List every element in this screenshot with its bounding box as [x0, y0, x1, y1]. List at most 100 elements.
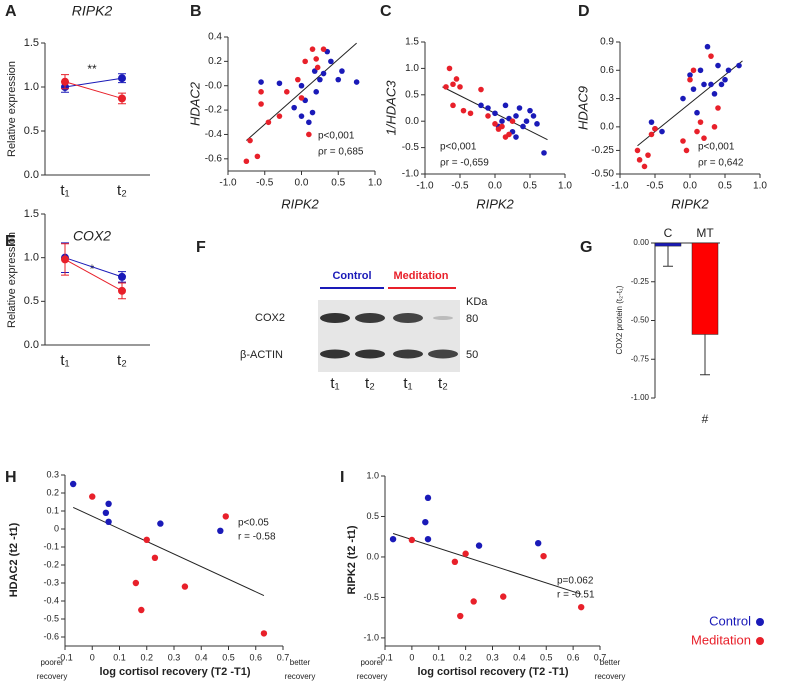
point — [467, 110, 474, 117]
point — [317, 76, 323, 83]
point — [648, 131, 655, 138]
y-tick-label: 1.0 — [24, 252, 39, 264]
x-tick-label: t₂ — [117, 182, 127, 199]
point — [652, 125, 658, 132]
point — [478, 102, 484, 109]
point — [118, 94, 126, 103]
y-axis-label: HDAC2 (t2 -t1) — [8, 522, 20, 597]
x-tick-label: t₁ — [60, 182, 69, 199]
point — [680, 138, 686, 144]
point — [722, 76, 728, 83]
panel: G COX2 protein (t₂-t₁) 0.00 -0.25 -0.50 -0.75… — [580, 226, 720, 426]
y-tick-label: -0.1 — [43, 541, 59, 551]
x-tick-label: 0.0 — [488, 181, 502, 192]
y-axis-label: Relative expression — [6, 232, 18, 328]
axis-note: recovery — [357, 672, 388, 681]
annotation: p<0,001 — [318, 131, 355, 142]
point — [143, 536, 150, 543]
annotation: r = -0.51 — [557, 590, 595, 601]
x-tick-label: 0.5 — [222, 652, 235, 662]
group-label: Control — [332, 270, 371, 282]
point — [105, 518, 112, 525]
annotation: p=0.062 — [557, 576, 594, 587]
y-axis-label: COX2 protein (t₂-t₁) — [615, 285, 624, 354]
series-line — [64, 77, 123, 88]
point — [309, 109, 316, 116]
annotation: * — [90, 262, 95, 276]
point — [520, 123, 526, 130]
y-tick-label: 1.5 — [24, 37, 39, 49]
point — [715, 105, 721, 111]
point — [314, 64, 321, 71]
x-tick-label: 0.2 — [459, 652, 472, 662]
point — [295, 76, 301, 83]
point — [492, 121, 498, 127]
point — [697, 67, 704, 74]
point — [446, 65, 453, 72]
series-line — [64, 257, 123, 278]
y-tick-label: 0.0 — [600, 121, 614, 132]
point — [492, 110, 498, 117]
point — [453, 76, 460, 82]
y-tick-label: -0.5 — [402, 142, 420, 153]
point — [309, 46, 316, 52]
point — [422, 518, 429, 526]
panel-label: A — [5, 3, 17, 20]
legend-label: Control — [709, 613, 751, 628]
point — [690, 67, 697, 74]
point — [540, 552, 547, 560]
point — [475, 542, 483, 549]
point — [708, 53, 714, 59]
axis-note: recovery — [595, 672, 626, 681]
point — [687, 72, 693, 78]
x-tick-label: 0.4 — [195, 652, 208, 662]
x-tick-label: 0.7 — [594, 652, 607, 662]
point — [105, 500, 112, 507]
x-tick-label: C — [664, 226, 673, 240]
y-tick-label: 0.5 — [24, 125, 39, 137]
point — [320, 70, 327, 77]
annotation: p<0.05 — [238, 518, 269, 529]
y-tick-label: 1.5 — [405, 37, 419, 48]
y-tick-label: -1.0 — [402, 169, 420, 180]
point — [513, 113, 519, 119]
x-tick-label: 0.3 — [486, 652, 499, 662]
point — [217, 527, 224, 534]
y-tick-label: 0.2 — [46, 487, 59, 497]
x-tick-label: 0.2 — [140, 652, 153, 662]
chart-title: RIPK2 — [72, 3, 113, 19]
panel: E COX2 Relative expression 0.0 0.5 1.0 1.5 * t₁ t… — [5, 208, 150, 369]
point — [451, 558, 459, 566]
x-tick-label: 0.5 — [331, 178, 345, 189]
point — [687, 76, 693, 83]
group-label: Meditation — [394, 270, 449, 282]
point — [736, 62, 742, 69]
band — [320, 313, 350, 323]
annotation: ρr = -0,659 — [440, 158, 489, 169]
y-tick-label: -0.4 — [43, 595, 59, 605]
x-tick-label: 0 — [90, 652, 95, 662]
point — [715, 62, 721, 69]
point — [694, 109, 700, 116]
point — [132, 579, 140, 587]
point — [138, 606, 145, 614]
x-axis-label: log cortisol recovery (T2 -T1) — [418, 666, 569, 678]
point — [711, 91, 718, 97]
lane-label: t₂ — [438, 375, 448, 392]
point — [697, 119, 704, 125]
error-bar — [700, 334, 710, 376]
point — [701, 81, 707, 88]
point — [258, 101, 264, 107]
point — [718, 81, 725, 88]
panel: D HDAC9 RIPK2 0.9 0.6 0.3 0.0 -0.25 -0.50-1.0 -0.… — [575, 3, 767, 211]
y-tick-label: -0.2 — [205, 105, 223, 116]
annotation: r = -0.58 — [238, 532, 276, 543]
point — [61, 77, 69, 86]
point — [450, 102, 456, 109]
y-tick-label: -0.2 — [43, 559, 59, 569]
point — [534, 121, 540, 127]
y-tick-label: 0.9 — [600, 37, 614, 48]
panel-label: E — [5, 233, 16, 250]
band — [320, 349, 350, 359]
y-tick-label: -0.25 — [631, 277, 650, 286]
